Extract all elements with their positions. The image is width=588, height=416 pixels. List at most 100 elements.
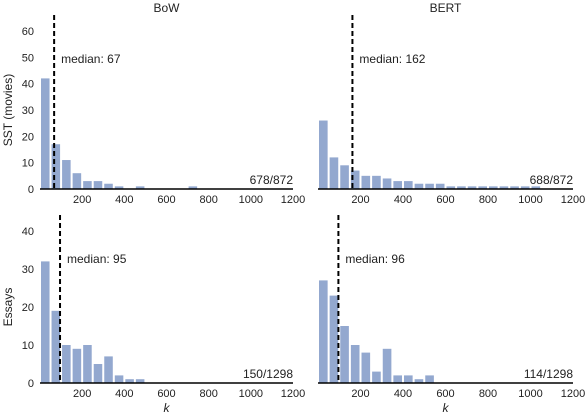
sst-bow-ytick-10: 10 — [22, 158, 34, 170]
essays-bow-ytick-20: 20 — [22, 302, 34, 314]
essays-bow-bar-0 — [41, 261, 50, 383]
sst-bow-title: BoW — [153, 1, 180, 15]
essays-bert-bar-100 — [340, 326, 349, 383]
essays-bow-bar-250 — [93, 364, 103, 383]
essays-bert-bar-150 — [350, 345, 360, 383]
essays-bow-bar-50 — [51, 310, 61, 383]
sst-bert-bar-300 — [382, 178, 392, 189]
essays-bow-bar-450 — [135, 379, 145, 383]
essays-bow-bar-300 — [104, 356, 113, 383]
essays-bert-xtick-200: 200 — [351, 388, 369, 400]
sst-bert-bar-100 — [340, 165, 349, 189]
essays-bow-count-label: 150/1298 — [243, 367, 293, 381]
sst-bert-bar-0 — [319, 120, 328, 189]
essays-bow-bar-100 — [62, 345, 71, 383]
sst-bert-xtick-600: 600 — [436, 194, 454, 206]
sst-bert-bar-950 — [520, 186, 530, 189]
essays-bow-ytick-0: 0 — [28, 378, 34, 390]
sst-bert-xtick-800: 800 — [479, 194, 497, 206]
sst-bert-bar-650 — [457, 186, 466, 189]
essays-bow-xtick-400: 400 — [115, 388, 133, 400]
sst-bert-bar-250 — [372, 175, 381, 189]
sst-bow-bar-100 — [62, 160, 71, 189]
essays-bert-bar-350 — [393, 375, 402, 383]
essays-bow-xtick-1000: 1000 — [239, 388, 263, 400]
sst-bow-ytick-40: 40 — [22, 79, 34, 91]
sst-bert-count-label: 688/872 — [530, 173, 574, 187]
sst-bow-median-label: median: 67 — [61, 52, 121, 66]
essays-bow-xtick-200: 200 — [73, 388, 91, 400]
sst-bert-bar-500 — [425, 183, 434, 189]
sst-bert-bar-1000 — [531, 186, 541, 189]
essays-bert-xlabel: k — [443, 401, 450, 415]
sst-bow-ytick-60: 60 — [22, 26, 34, 38]
sst-bow-bar-300 — [104, 183, 113, 189]
sst-bert-bar-150 — [350, 170, 360, 189]
sst-bert-xtick-200: 200 — [351, 194, 369, 206]
sst-bow-xtick-200: 200 — [73, 194, 91, 206]
essays-bow-median-label: median: 95 — [67, 252, 127, 266]
essays-bert-xtick-400: 400 — [394, 388, 412, 400]
essays-bert-xtick-600: 600 — [436, 388, 454, 400]
sst-bow-xtick-1000: 1000 — [239, 194, 263, 206]
sst-bow-bar-50 — [51, 144, 61, 189]
essays-bow-ytick-30: 30 — [22, 264, 34, 276]
sst-bow-ytick-50: 50 — [22, 52, 34, 64]
sst-bow-bar-700 — [188, 186, 198, 189]
essays-bow-xtick-600: 600 — [157, 388, 175, 400]
sst-bow-ytick-0: 0 — [28, 184, 34, 196]
sst-bert-bar-700 — [467, 186, 477, 189]
essays-bert-bar-200 — [361, 352, 371, 383]
essays-bow-xtick-1200: 1200 — [281, 388, 305, 400]
sst-bert-bar-200 — [361, 175, 371, 189]
sst-bert-bar-550 — [435, 183, 445, 189]
essays-bert-bar-500 — [425, 375, 434, 383]
sst-bow-bar-250 — [93, 181, 103, 189]
sst-bert-median-label: median: 162 — [359, 52, 425, 66]
essays-bert-bar-450 — [414, 379, 424, 383]
sst-bow-bar-0 — [41, 78, 50, 189]
sst-bow-ytick-20: 20 — [22, 131, 34, 143]
essays-bow-bar-400 — [125, 379, 134, 383]
essays-bow-bar-200 — [83, 345, 92, 383]
sst-bow-bar-150 — [72, 173, 82, 189]
essays-bow-ytick-10: 10 — [22, 340, 34, 352]
essays-bert-bar-50 — [329, 295, 339, 383]
sst-bert-bar-400 — [404, 181, 413, 189]
sst-bert-bar-50 — [329, 157, 339, 189]
sst-bert-bar-900 — [510, 186, 519, 189]
essays-bert-xtick-800: 800 — [479, 388, 497, 400]
sst-bert-bar-800 — [489, 186, 498, 189]
sst-bert-bar-350 — [393, 181, 402, 189]
essays-bert-xtick-1000: 1000 — [518, 388, 542, 400]
essays-bow-bar-350 — [114, 375, 124, 383]
sst-bow-bar-450 — [135, 186, 145, 189]
sst-bow-bar-200 — [83, 181, 92, 189]
essays-bert-bar-0 — [319, 280, 328, 383]
sst-bow-xtick-600: 600 — [157, 194, 175, 206]
sst-bert-bar-450 — [414, 183, 424, 189]
sst-bow-xtick-400: 400 — [115, 194, 133, 206]
sst-bert-bar-600 — [446, 186, 456, 189]
essays-bert-bar-400 — [404, 375, 413, 383]
essays-bow-xtick-800: 800 — [199, 388, 217, 400]
sst-bert-xtick-1200: 1200 — [561, 194, 585, 206]
essays-bert-median-label: median: 96 — [345, 252, 405, 266]
sst-bow-bar-350 — [114, 186, 124, 189]
sst-bow-xtick-800: 800 — [199, 194, 217, 206]
sst-bow-ylabel: SST (movies) — [1, 74, 15, 146]
essays-bert-bar-250 — [372, 371, 381, 383]
essays-bow-ylabel: Essays — [1, 288, 15, 327]
sst-bert-bar-750 — [478, 186, 487, 189]
sst-bert-xtick-400: 400 — [394, 194, 412, 206]
sst-bow-count-label: 678/872 — [250, 173, 294, 187]
sst-bert-title: BERT — [430, 1, 462, 15]
essays-bow-ytick-40: 40 — [22, 226, 34, 238]
sst-bert-xtick-1000: 1000 — [518, 194, 542, 206]
essays-bert-xtick-1200: 1200 — [561, 388, 585, 400]
sst-bow-xtick-1200: 1200 — [281, 194, 305, 206]
sst-bow-ytick-30: 30 — [22, 105, 34, 117]
essays-bert-bar-300 — [382, 348, 392, 383]
essays-bow-bar-150 — [72, 348, 82, 383]
